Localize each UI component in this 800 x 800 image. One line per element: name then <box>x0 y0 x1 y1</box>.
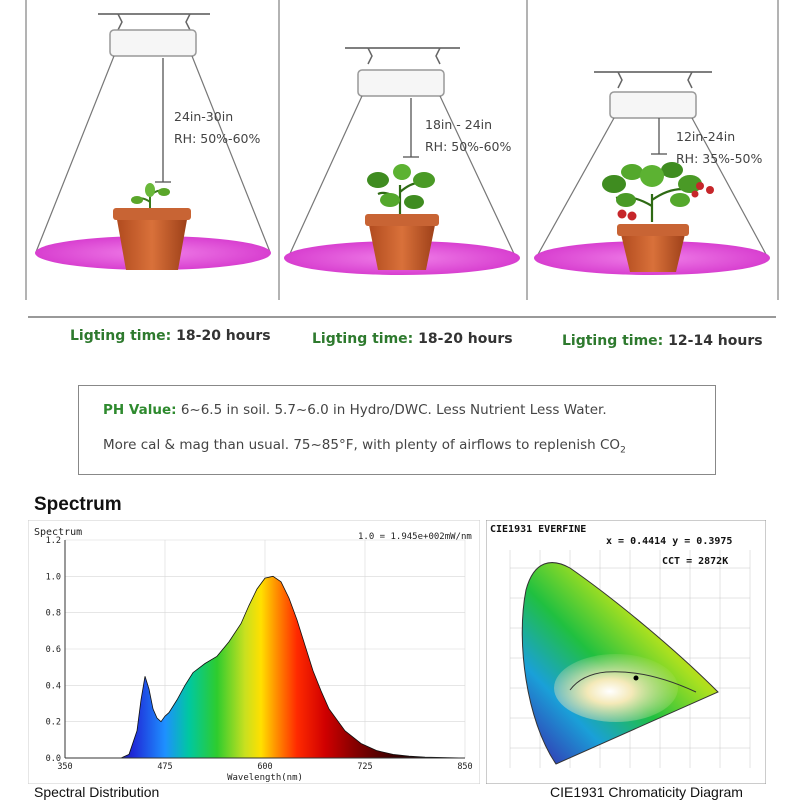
spectral-y-tick-label: 0.2 <box>46 718 61 728</box>
stage1-height-marker <box>155 58 171 183</box>
spectral-y-tick-label: 0.6 <box>46 645 61 655</box>
stage1-lamp-icon <box>98 13 210 57</box>
cie-coordinates: x = 0.4414 y = 0.3975 <box>606 536 732 547</box>
spectral-y-tick-label: 0.0 <box>46 754 61 764</box>
stage3-lighting-label: Ligting time: <box>562 333 664 349</box>
stage3-distance: 12in-24in <box>676 129 736 144</box>
stage2-lighting-label: Ligting time: <box>312 331 414 347</box>
planckian-locus <box>569 671 697 693</box>
stage2-plant-icon <box>367 164 435 215</box>
cie-chromaticity-chart: CIE1931 EVERFINE x = 0.4414 y = 0.3975 C… <box>486 520 766 784</box>
stage3-plant-icon <box>602 162 702 222</box>
stage3-lighting-value: 12-14 hours <box>668 333 763 349</box>
stage1-pot-icon <box>113 208 191 270</box>
spectral-x-tick-label: 600 <box>257 762 272 772</box>
spectral-y-tick-label: 1.0 <box>46 572 61 582</box>
chromaticity-point <box>633 675 639 681</box>
spectral-x-tick-label: 725 <box>357 762 372 772</box>
spectral-y-tick-label: 1.2 <box>46 536 61 546</box>
ph-info-box: PH Value: 6~6.5 in soil. 5.7~6.0 in Hydr… <box>78 385 716 475</box>
spectral-x-ticks: 350 475 600 725 850 <box>57 762 472 772</box>
co2-subscript: 2 <box>620 445 626 456</box>
cie-white-region <box>554 654 678 722</box>
spectral-distribution-chart: Spectrum 1.0 = 1.945e+002mW/nm 0.0 0.2 0.4… <box>28 520 480 784</box>
ph-line: PH Value: 6~6.5 in soil. 5.7~6.0 in Hydr… <box>103 402 607 418</box>
cie-cct: CCT = 2872K <box>662 556 728 567</box>
stage1-lighting-value: 18-20 hours <box>176 328 271 344</box>
stage2-measurements: 18in - 24in RH: 50%-60% <box>425 114 511 158</box>
stage2-height-marker <box>403 98 419 158</box>
climate-text: More cal & mag than usual. 75~85°F, with… <box>103 437 621 453</box>
stage1-seedling-icon <box>131 183 170 215</box>
spectral-curve-area <box>65 575 466 759</box>
ph-label: PH Value: <box>103 402 177 418</box>
ph-text: 6~6.5 in soil. 5.7~6.0 in Hydro/DWC. Les… <box>180 402 607 418</box>
spectral-y-tick-label: 0.8 <box>46 609 61 619</box>
spectrum-heading: Spectrum <box>34 494 122 515</box>
spectral-scale-note: 1.0 = 1.945e+002mW/nm <box>358 532 472 542</box>
spectral-x-label: Wavelength(nm) <box>227 773 303 783</box>
stage3-lighting-time: Ligting time: 12-14 hours <box>562 333 763 349</box>
spectral-x-tick-label: 850 <box>457 762 472 772</box>
spectral-y-tick-label: 0.4 <box>46 681 61 691</box>
stage2-lighting-time: Ligting time: 18-20 hours <box>312 331 513 347</box>
cie-caption: CIE1931 Chromaticity Diagram <box>550 784 743 800</box>
stage2-pot-icon <box>365 214 439 270</box>
panel-frames <box>25 0 779 300</box>
stage3-lamp-icon <box>594 71 712 119</box>
spectral-chart-title: Spectrum <box>34 527 82 538</box>
stage2-distance: 18in - 24in <box>425 117 493 132</box>
stage1-light-cone <box>35 55 271 253</box>
stage3-pot-icon <box>617 224 689 272</box>
stage2-lamp-icon <box>345 47 460 97</box>
strawberry-icons <box>617 182 714 221</box>
cie-title: CIE1931 EVERFINE <box>490 524 586 535</box>
spectral-x-tick-label: 350 <box>57 762 72 772</box>
stage3-measurements: 12in-24in RH: 35%-50% <box>676 126 762 170</box>
stage1-lighting-time: Ligting time: 18-20 hours <box>70 328 271 344</box>
spectral-x-tick-label: 475 <box>157 762 172 772</box>
stage1-measurements: 24in-30in RH: 50%-60% <box>174 106 260 150</box>
stage1-lighting-label: Ligting time: <box>70 328 172 344</box>
stage-illustrations <box>25 0 779 300</box>
stage3-height-marker <box>651 118 667 155</box>
stage1-distance: 24in-30in <box>174 109 234 124</box>
stage2-lighting-value: 18-20 hours <box>418 331 513 347</box>
stage2-humidity: RH: 50%-60% <box>425 139 512 154</box>
stage2-light-cone <box>287 95 517 259</box>
spectral-caption: Spectral Distribution <box>34 784 160 800</box>
stage3-light-cone <box>535 117 769 259</box>
stage3-humidity: RH: 35%-50% <box>676 151 763 166</box>
climate-line: More cal & mag than usual. 75~85°F, with… <box>103 437 626 456</box>
stage-divider <box>28 316 776 318</box>
stage1-humidity: RH: 50%-60% <box>174 131 261 146</box>
spectral-y-ticks: 0.0 0.2 0.4 0.6 0.8 1.0 1.2 <box>46 536 61 764</box>
